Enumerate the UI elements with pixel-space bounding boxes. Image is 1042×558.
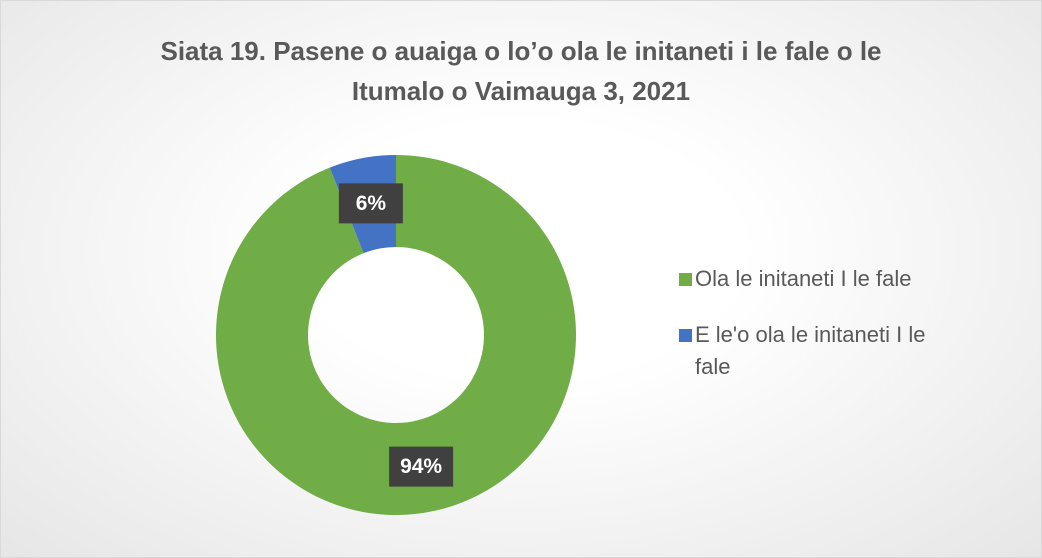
data-label-box (389, 446, 454, 487)
chart-title: Siata 19. Pasene o auaiga o lo’o ola le … (160, 36, 882, 106)
data-label-group: 6% (338, 183, 403, 224)
donut-segment (215, 155, 576, 515)
data-label-box (338, 183, 403, 224)
legend-swatch (679, 273, 692, 286)
data-label-group: 94% (389, 446, 454, 487)
legend-item: E le'o ola le initaneti I le fale (679, 319, 964, 383)
legend-label: Ola le initaneti I le fale (695, 266, 912, 291)
data-label: 94% (400, 455, 442, 478)
legend: Ola le initaneti I le fale E le'o ola le … (679, 263, 964, 407)
legend-label: E le'o ola le initaneti I le fale (695, 322, 926, 379)
legend-item: Ola le initaneti I le fale (679, 263, 964, 295)
legend-swatch (679, 329, 692, 342)
data-label: 6% (356, 192, 387, 215)
